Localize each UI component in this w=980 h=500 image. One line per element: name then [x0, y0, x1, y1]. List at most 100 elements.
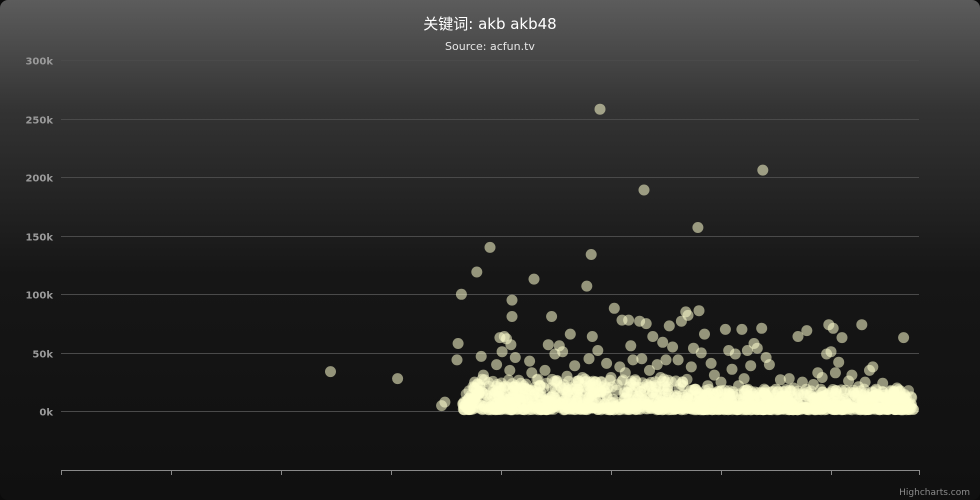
data-point[interactable]	[452, 338, 464, 349]
data-point[interactable]	[792, 331, 804, 342]
data-point[interactable]	[528, 273, 540, 285]
data-point[interactable]	[647, 331, 659, 342]
data-point[interactable]	[625, 340, 637, 352]
data-point[interactable]	[549, 392, 561, 404]
data-point[interactable]	[549, 383, 561, 395]
data-point[interactable]	[801, 325, 813, 337]
data-point[interactable]	[531, 400, 543, 412]
data-point[interactable]	[506, 294, 518, 306]
data-point[interactable]	[825, 346, 837, 358]
data-point[interactable]	[392, 373, 404, 385]
data-point[interactable]	[800, 404, 812, 415]
data-point[interactable]	[660, 354, 672, 366]
data-point[interactable]	[877, 377, 889, 389]
data-point[interactable]	[473, 402, 485, 414]
data-point[interactable]	[856, 319, 868, 331]
data-point[interactable]	[581, 280, 593, 292]
data-point[interactable]	[539, 364, 551, 376]
data-point[interactable]	[685, 361, 697, 373]
data-point[interactable]	[756, 322, 768, 334]
data-point[interactable]	[833, 356, 845, 368]
data-point[interactable]	[474, 379, 485, 391]
data-point[interactable]	[627, 354, 639, 366]
data-point[interactable]	[585, 249, 597, 260]
data-point[interactable]	[455, 288, 467, 300]
data-point[interactable]	[693, 305, 705, 317]
data-point[interactable]	[546, 311, 558, 322]
data-point[interactable]	[663, 320, 675, 332]
data-point[interactable]	[673, 398, 685, 409]
data-point[interactable]	[651, 359, 663, 371]
data-point[interactable]	[606, 381, 618, 393]
data-point[interactable]	[586, 331, 598, 342]
data-point[interactable]	[774, 374, 786, 386]
data-point[interactable]	[738, 373, 750, 385]
data-point[interactable]	[503, 393, 515, 405]
data-point[interactable]	[621, 387, 633, 399]
data-point[interactable]	[592, 345, 604, 356]
data-point[interactable]	[889, 404, 901, 415]
data-point[interactable]	[672, 354, 684, 366]
data-point[interactable]	[514, 393, 526, 405]
data-point[interactable]	[487, 375, 499, 387]
data-point[interactable]	[635, 385, 646, 397]
data-point[interactable]	[460, 399, 472, 411]
data-point[interactable]	[325, 366, 336, 378]
data-point[interactable]	[898, 332, 910, 344]
data-point[interactable]	[757, 164, 769, 176]
data-point[interactable]	[640, 318, 652, 330]
data-point[interactable]	[716, 403, 728, 415]
data-point[interactable]	[520, 378, 532, 390]
data-point[interactable]	[765, 386, 777, 398]
data-point[interactable]	[594, 103, 606, 115]
data-point[interactable]	[496, 346, 508, 358]
data-point[interactable]	[827, 322, 839, 334]
data-point[interactable]	[719, 323, 731, 335]
data-point[interactable]	[763, 359, 775, 371]
data-point[interactable]	[630, 375, 642, 387]
data-point[interactable]	[574, 403, 586, 415]
data-point[interactable]	[765, 399, 777, 411]
data-point[interactable]	[471, 266, 483, 278]
data-point[interactable]	[809, 403, 821, 415]
data-point[interactable]	[571, 381, 583, 392]
data-point[interactable]	[808, 393, 819, 405]
data-point[interactable]	[542, 339, 554, 351]
data-point[interactable]	[823, 399, 835, 411]
data-point[interactable]	[583, 391, 595, 403]
data-point[interactable]	[708, 369, 720, 381]
data-point[interactable]	[726, 363, 738, 375]
data-point[interactable]	[493, 390, 505, 401]
data-point[interactable]	[492, 398, 504, 410]
data-point[interactable]	[737, 395, 749, 407]
data-point[interactable]	[729, 348, 741, 360]
data-point[interactable]	[660, 398, 672, 410]
data-point[interactable]	[491, 359, 503, 371]
data-point[interactable]	[662, 383, 674, 395]
data-point[interactable]	[540, 395, 552, 406]
data-point[interactable]	[583, 353, 595, 365]
data-point[interactable]	[594, 393, 606, 405]
data-point[interactable]	[780, 404, 791, 416]
data-point[interactable]	[504, 364, 516, 376]
data-point[interactable]	[867, 361, 879, 373]
data-point[interactable]	[638, 184, 650, 196]
data-point[interactable]	[564, 328, 576, 340]
data-point[interactable]	[840, 396, 852, 408]
data-point[interactable]	[736, 323, 748, 335]
data-point[interactable]	[662, 374, 674, 386]
data-point[interactable]	[649, 376, 661, 388]
data-point[interactable]	[871, 402, 883, 413]
data-point[interactable]	[607, 400, 619, 412]
data-point[interactable]	[692, 395, 704, 407]
data-point[interactable]	[708, 396, 720, 408]
data-point[interactable]	[595, 376, 607, 388]
data-point[interactable]	[561, 387, 573, 399]
data-point[interactable]	[657, 336, 669, 348]
data-point[interactable]	[587, 375, 599, 387]
data-point[interactable]	[816, 372, 828, 383]
credits-link[interactable]: Highcharts.com	[899, 488, 970, 498]
data-point[interactable]	[608, 302, 620, 314]
data-point[interactable]	[745, 360, 757, 372]
data-point[interactable]	[451, 354, 463, 366]
